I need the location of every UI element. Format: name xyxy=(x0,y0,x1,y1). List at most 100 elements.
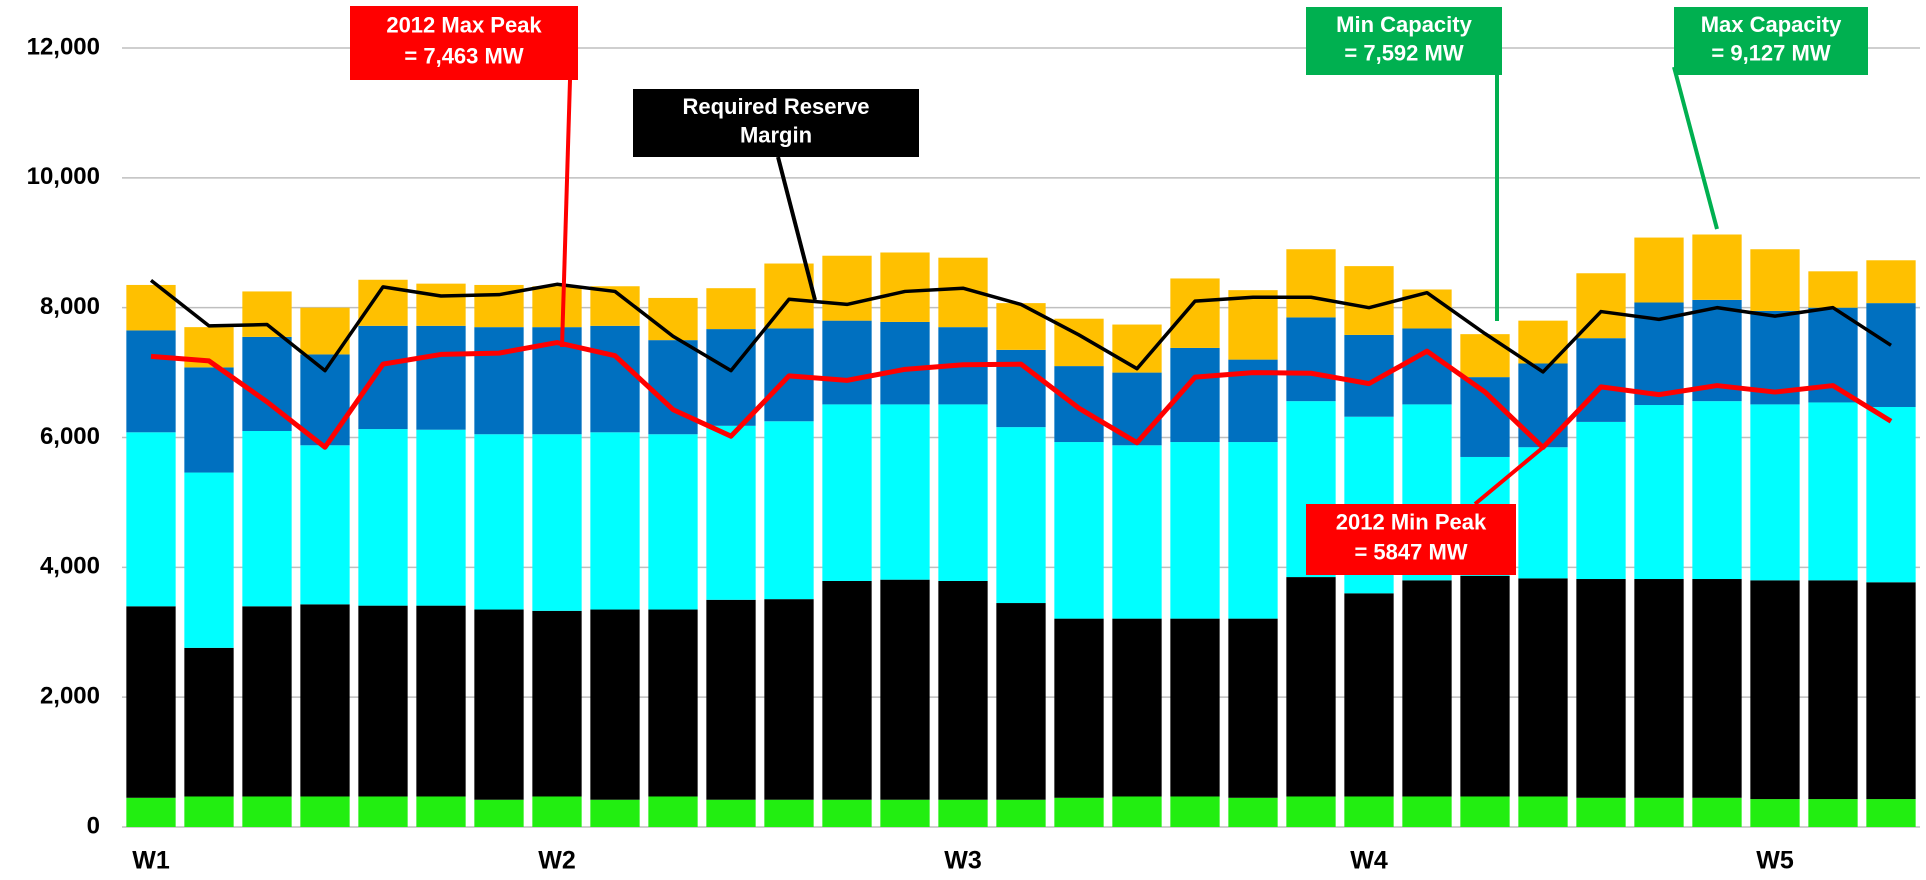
bar-segment xyxy=(996,603,1046,800)
y-tick-label: 8,000 xyxy=(40,293,100,320)
bar-segment xyxy=(300,445,350,605)
bar-segment xyxy=(1112,618,1162,797)
bar-segment xyxy=(1750,580,1800,800)
annotation-box xyxy=(1306,7,1502,75)
annotation-pointer xyxy=(1473,443,1548,506)
bar-segment xyxy=(1286,577,1336,797)
annotation-text: 2012 Min Peak xyxy=(1336,510,1487,535)
bar-segment xyxy=(358,605,408,797)
bar-segment xyxy=(1054,797,1104,827)
annotation-text: Min Capacity xyxy=(1336,12,1472,37)
bar-segment xyxy=(1518,363,1568,448)
bar-segment xyxy=(416,605,466,797)
bar-segment xyxy=(1518,796,1568,827)
bar-segment xyxy=(1634,405,1684,580)
bar-segment xyxy=(1518,320,1568,364)
bar-segment xyxy=(1402,328,1452,405)
bar-segment xyxy=(300,796,350,827)
bar-segment xyxy=(1750,404,1800,581)
bar-segment xyxy=(1866,303,1916,407)
bar-segment xyxy=(242,606,292,797)
bar-segment xyxy=(416,325,466,430)
bar-segment xyxy=(1228,290,1278,360)
bar-segment xyxy=(1808,271,1858,308)
bar-segment xyxy=(822,255,872,321)
bar-segment xyxy=(1344,593,1394,797)
bar-segment xyxy=(1692,401,1742,580)
annotation-box xyxy=(350,6,578,80)
bar-segment xyxy=(126,797,176,827)
bar-segment xyxy=(358,429,408,606)
bar-segment xyxy=(1460,334,1510,378)
bar-segment xyxy=(1286,249,1336,318)
y-tick-label: 10,000 xyxy=(27,163,100,190)
bar-segment xyxy=(1170,442,1220,619)
bar-segment xyxy=(126,606,176,798)
bar-segment xyxy=(764,799,814,827)
bar-segment xyxy=(822,320,872,405)
y-tick-label: 6,000 xyxy=(40,423,100,450)
x-tick-label: W1 xyxy=(132,847,170,875)
bar-segment xyxy=(706,329,756,426)
bar-segment xyxy=(1808,799,1858,827)
bar-segment xyxy=(648,796,698,827)
bar-segment xyxy=(1170,796,1220,827)
x-tick-label: W2 xyxy=(538,847,576,875)
bar-segment xyxy=(1576,797,1626,827)
bar-segment xyxy=(706,288,756,330)
annotation-box xyxy=(1674,7,1868,75)
bar-segment xyxy=(706,799,756,827)
bar-segment xyxy=(1808,580,1858,800)
bar-segment xyxy=(1402,580,1452,797)
line-series xyxy=(150,340,1893,450)
bar-segment xyxy=(996,427,1046,604)
bar-segment xyxy=(1866,799,1916,827)
bar-segment xyxy=(1460,796,1510,827)
bar-segment xyxy=(1344,266,1394,335)
bar-segment xyxy=(1054,366,1104,443)
x-tick-label: W3 xyxy=(944,847,982,875)
bar-segment xyxy=(1170,278,1220,348)
bar-segment xyxy=(1518,447,1568,579)
bar-segment xyxy=(706,425,756,600)
y-tick-label: 12,000 xyxy=(27,33,100,60)
bar-segment xyxy=(184,796,234,827)
bar-segment xyxy=(532,434,582,611)
bar-segment xyxy=(880,321,930,405)
bar-segment xyxy=(1576,338,1626,422)
bar-segment xyxy=(242,796,292,827)
y-tick-label: 0 xyxy=(87,812,100,839)
bar-segment xyxy=(474,609,524,800)
bar-segment xyxy=(1692,234,1742,300)
y-tick-label: 4,000 xyxy=(40,553,100,580)
annotation-pointer xyxy=(1672,66,1719,230)
bar-segment xyxy=(416,283,466,326)
bar-segment xyxy=(532,796,582,827)
bar-segment xyxy=(474,327,524,435)
bar-segment xyxy=(996,799,1046,827)
bar-segment xyxy=(242,431,292,607)
bar-segment xyxy=(880,799,930,827)
bar-segment xyxy=(358,796,408,827)
bar-segment xyxy=(1460,575,1510,797)
bar-segment xyxy=(590,325,640,433)
bar-segment xyxy=(416,429,466,606)
bar-segment xyxy=(532,610,582,797)
bar-segment xyxy=(1286,317,1336,402)
bar-segment xyxy=(648,609,698,797)
bar-segment xyxy=(1866,260,1916,304)
bar-segment xyxy=(1402,796,1452,827)
bar-segment xyxy=(880,579,930,800)
bar-segment xyxy=(1344,796,1394,827)
bar-segment xyxy=(880,404,930,580)
annotation-text: = 7,463 MW xyxy=(404,44,523,69)
bar-segment xyxy=(1518,578,1568,797)
bar-segment xyxy=(764,421,814,600)
line-series xyxy=(149,279,1892,374)
bar-segment xyxy=(1228,797,1278,827)
bar-segment xyxy=(1692,579,1742,798)
bar-segment xyxy=(1054,618,1104,798)
x-tick-label: W4 xyxy=(1350,847,1388,875)
